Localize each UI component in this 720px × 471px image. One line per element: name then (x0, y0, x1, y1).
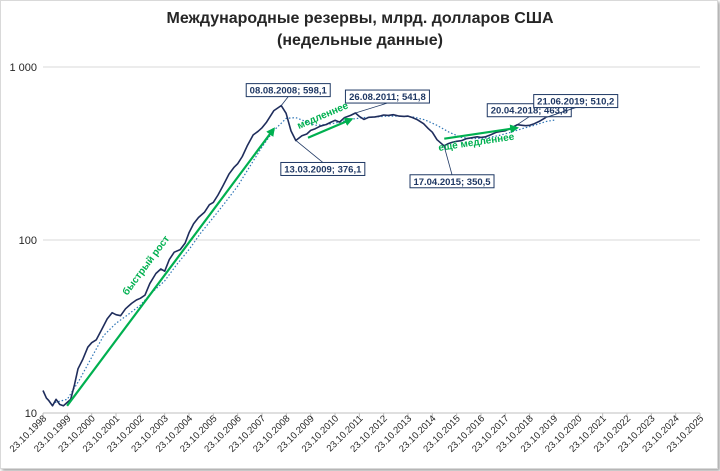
trend-arrow-label: быстрый рост (120, 233, 172, 297)
annotation-box (409, 174, 495, 189)
annotation-leader (517, 116, 530, 126)
annotation-box (533, 94, 619, 109)
annotation-leader (280, 96, 289, 106)
annotation-label: 26.08.2011; 541,8 (349, 92, 426, 103)
reserves-series-line (42, 104, 547, 407)
annotation-label: 13.03.2009; 376,1 (284, 164, 362, 175)
annotation-label: 08.08.2008; 598,1 (250, 86, 328, 97)
chart-title-line-2: (недельные данные) (277, 32, 443, 49)
annotation-leader (355, 102, 388, 114)
annotation-leader (295, 140, 324, 163)
annotation-box (280, 161, 366, 176)
annotation-box (344, 89, 430, 104)
y-tick-label: 100 (19, 235, 37, 247)
y-tick-label: 10 (25, 408, 37, 420)
annotation-label: 17.04.2015; 350,5 (413, 177, 491, 188)
annotation-box (245, 83, 331, 98)
trend-series-line (54, 115, 557, 404)
chart-title: Международные резервы, млрд. долларов СШ… (0, 8, 720, 52)
trend-arrow (66, 127, 275, 407)
annotation-leader (545, 107, 576, 118)
trend-arrow (444, 124, 519, 140)
trend-arrow (307, 117, 354, 139)
annotation-leader (443, 145, 453, 175)
y-tick-label: 1 000 (9, 62, 37, 74)
annotation-label: 21.06.2019; 510,2 (537, 97, 614, 108)
annotation-label: 20.04.2018; 463,8 (491, 106, 568, 117)
chart-title-line-1: Международные резервы, млрд. долларов СШ… (166, 10, 554, 27)
trend-arrow-label: медленнее (296, 100, 351, 132)
